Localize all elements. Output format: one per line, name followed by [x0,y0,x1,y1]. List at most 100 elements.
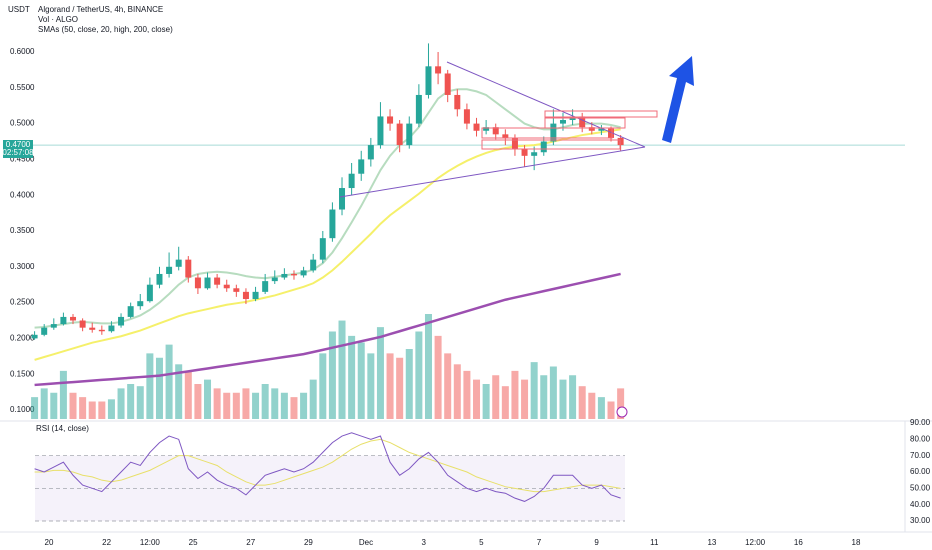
candle-body [79,320,86,328]
volume-bar [280,392,288,419]
candle-body [223,284,230,289]
volume-bar [415,331,423,419]
x-tick-label: 22 [102,538,111,547]
x-tick-label: 7 [537,538,542,547]
sma-line [34,88,621,329]
volume-bar [175,364,183,419]
volume-bar [348,335,356,419]
volume-bar [69,392,77,419]
plot: 0.1000 0.1500 0.2000 0.2500 0.3000 0.3500 0.40… [10,43,931,547]
y-tick-label: 0.4500 [10,155,35,164]
candle-body [367,145,374,160]
volume-bar [607,401,615,419]
arrow [662,56,694,143]
x-tick-label: 3 [421,538,426,547]
candle-body [252,291,259,300]
candle-body [550,123,557,142]
volume-bar [300,392,308,419]
volume-bar [386,353,394,419]
candle-body [60,316,67,325]
rsi-tick-label: 60.00 [910,467,931,476]
candle-body [271,277,278,282]
x-tick-label: 12:00 [745,538,766,547]
candle-body [281,273,288,278]
volume-bar [501,386,509,419]
volume-bar [424,314,432,419]
rsi-tick-label: 50.00 [910,483,931,492]
candle-body [262,281,269,292]
volume-bar [136,386,144,419]
y-tick-label: 0.1500 [10,369,35,378]
y-tick-label: 0.2000 [10,334,35,343]
volume-bar [40,388,48,419]
volume-bar [463,370,471,419]
candle-body [70,316,77,321]
volume-bar [578,386,586,419]
volume-bar [434,335,442,419]
candle-body [214,277,221,285]
volume-bar [223,392,231,419]
x-tick-label: 27 [246,538,255,547]
y-tick-label: 0.3500 [10,226,35,235]
x-tick-label: 16 [794,538,803,547]
volume-bar [107,399,115,419]
x-tick-label: 9 [594,538,599,547]
candle-body [146,284,153,302]
candle-body [300,270,307,276]
volume-bar [232,392,240,419]
volume-bar [184,370,192,419]
candle-body [175,259,182,267]
candle-body [444,73,451,95]
sma-line [34,272,621,387]
volume-bar [165,344,173,419]
candle-body [319,238,326,260]
volume-bar [521,379,529,419]
sma-label: SMAs (50, close, 20, high, 200, close) [38,25,173,34]
candle-body [358,159,365,174]
candle-body [41,327,48,335]
y-tick-label: 0.6000 [10,47,35,56]
candle-body [387,116,394,124]
candle-body [98,329,105,332]
candle-body [425,66,432,95]
y-tick-label: 0.5500 [10,83,35,92]
candle-body [204,277,211,289]
x-tick-label: 18 [852,538,861,547]
candle-body [339,188,346,210]
y-tick-label: 0.5000 [10,119,35,128]
last-price: 0.4700 [6,140,31,149]
candle-body [329,209,336,239]
rsi-line [34,432,621,502]
volume-bar [482,384,490,419]
candle-body [137,301,144,307]
candle-body [540,141,547,153]
candle-body [415,94,422,124]
candle-body [511,137,518,149]
volume-bar [588,392,596,419]
rsi-tick-label: 90.00 [910,418,931,427]
candle-body [242,291,249,300]
volume-bar [617,388,625,419]
volume-bar [597,397,605,419]
candle-body [194,277,201,289]
candle-body [521,148,528,156]
volume-bar [88,401,96,419]
candle-body [473,123,480,131]
volume-bar [59,370,67,419]
volume-bar [530,362,538,419]
volume-bar [252,392,260,419]
rsi-tick-label: 40.00 [910,500,931,509]
sma-line [34,128,621,361]
volume-bar [549,366,557,419]
volume-bar [31,397,39,419]
y-tick-label: 0.3000 [10,262,35,271]
price-badge [3,140,33,158]
volume-bar [453,364,461,419]
zone [544,110,658,118]
volume-bar [376,327,384,419]
volume-bar [194,384,202,419]
candle-body [502,134,509,138]
candle-body [588,127,595,131]
volume-bar [319,353,327,419]
candle-body [559,120,566,124]
